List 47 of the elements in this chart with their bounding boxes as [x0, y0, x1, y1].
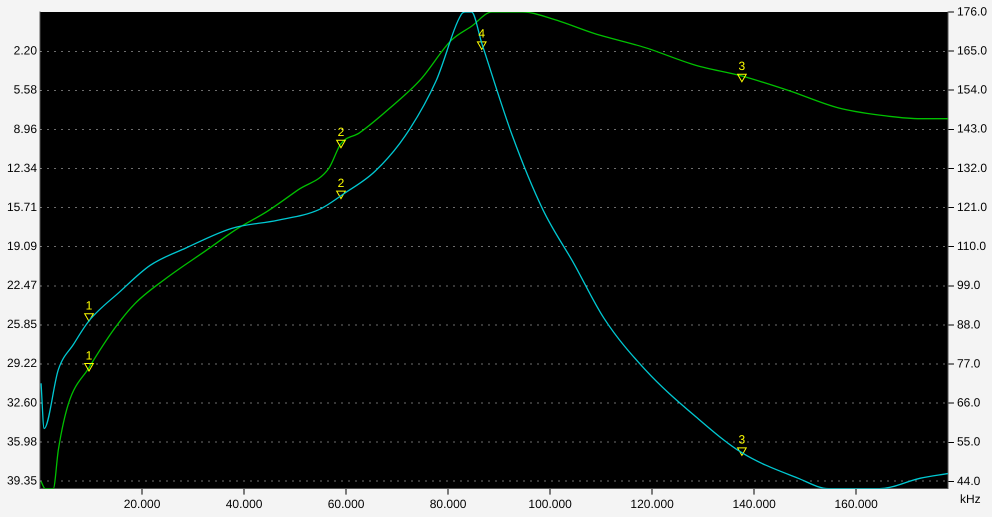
point: [84, 362, 94, 372]
x-tick-label: 20.000: [124, 497, 161, 512]
x-tick-label: 140.000: [732, 497, 776, 512]
point: [336, 190, 346, 200]
y-tick-label: 35.98: [7, 434, 38, 448]
y2-tick-label: 132.0: [956, 160, 988, 175]
x-tick-label: 100.000: [528, 497, 572, 512]
point: [737, 74, 747, 82]
y-tick-label: 32.60: [7, 395, 38, 410]
y2-tick-label: 55.0: [956, 434, 981, 449]
y-tick-label: 19.09: [7, 239, 38, 254]
x-tick-label: 60.000: [328, 497, 365, 512]
annotation: 3: [738, 59, 746, 74]
point: [737, 447, 747, 456]
y-tick-label: 22.47: [7, 278, 38, 292]
y2-tick-label: 143.0: [956, 122, 988, 136]
x-tick-label: 160.000: [834, 497, 878, 512]
point: [336, 140, 346, 148]
y2-tick-label: 110.0: [956, 239, 986, 254]
point: [84, 313, 94, 322]
y-tick-label: 15.71: [7, 200, 38, 214]
x-tick-label: 40.000: [226, 497, 263, 512]
x-tick-label: 120.000: [630, 497, 674, 512]
y2-tick-label: 176.0: [956, 4, 988, 18]
y-tick-label: 5.58: [14, 82, 38, 97]
y2-tick-label: 44.0: [956, 474, 981, 488]
y-tick-label: 2.20: [14, 44, 38, 58]
annotation: 2: [338, 125, 345, 140]
y2-tick-label: 165.0: [956, 43, 988, 58]
y-tick-label: 25.85: [7, 317, 38, 332]
y2-tick-label: 99.0: [956, 278, 981, 292]
y2-tick-label: 121.0: [956, 200, 988, 214]
x-tick-label: 80.000: [430, 497, 467, 512]
point: [476, 41, 487, 50]
y-tick-label: 12.34: [7, 160, 38, 175]
y2-tick-label: 88.0: [956, 317, 981, 332]
y-tick-label: 39.35: [7, 473, 38, 488]
y2-tick-label: 77.0: [956, 356, 981, 370]
y-tick-label: 29.22: [7, 356, 38, 370]
y-tick-label: 8.96: [14, 122, 38, 136]
x-axis-title: kHz: [960, 492, 981, 506]
y2-tick-label: 154.0: [956, 82, 988, 97]
y2-tick-label: 66.0: [956, 396, 981, 410]
annotation: 1: [86, 348, 93, 362]
annotation: 2: [338, 176, 345, 190]
annotation: 3: [738, 432, 746, 447]
annotation: 1: [86, 298, 93, 313]
